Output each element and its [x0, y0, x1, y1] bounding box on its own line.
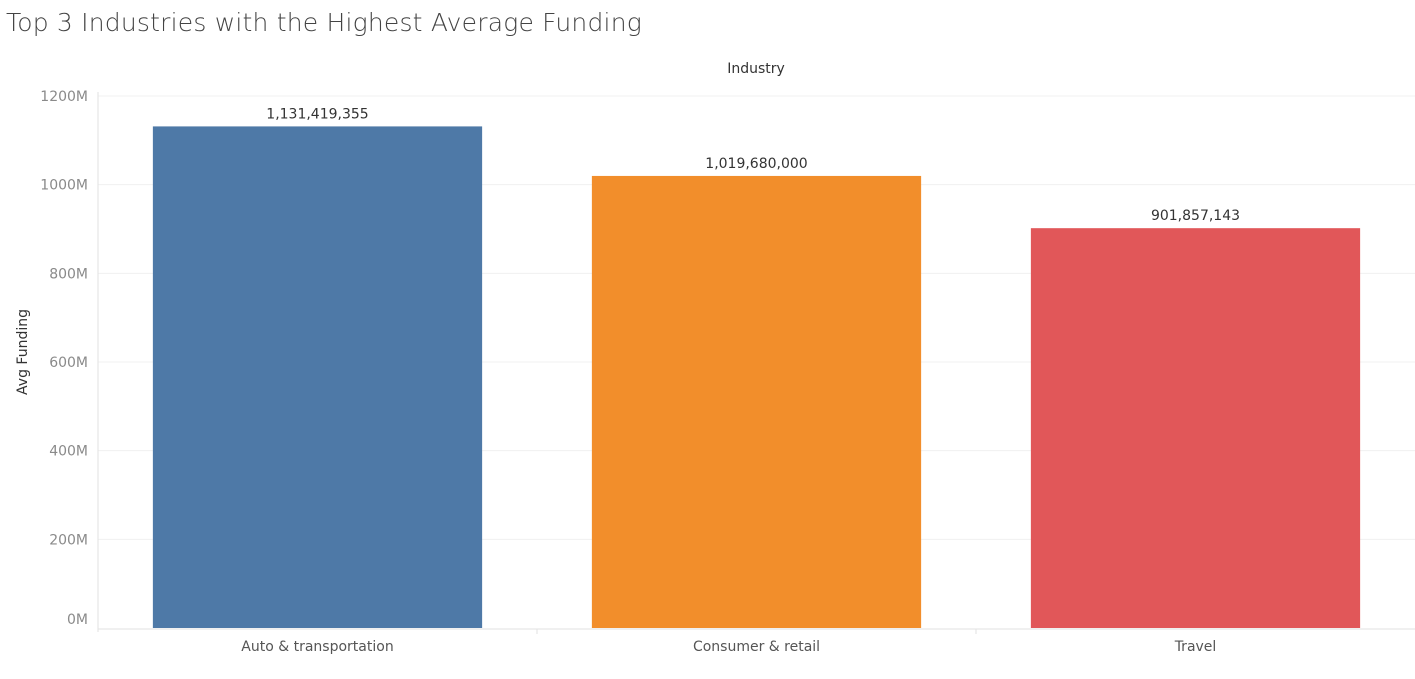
- category-labels: Auto & transportation Consumer & retail Tr…: [241, 639, 1216, 655]
- chart-title: Top 3 Industries with the Highest Averag…: [6, 8, 642, 37]
- y-axis-ticks: 0M 200M 400M 600M 800M 1000M 1200M: [40, 89, 88, 628]
- column-header: Industry: [727, 61, 785, 77]
- bar: [152, 126, 483, 628]
- y-tick-label: 800M: [49, 266, 88, 282]
- y-tick-label: 1000M: [40, 178, 88, 194]
- y-tick-label: 0M: [67, 612, 88, 628]
- y-tick-label: 600M: [49, 355, 88, 371]
- category-label: Auto & transportation: [241, 639, 393, 655]
- y-axis-title: Avg Funding: [15, 309, 31, 395]
- data-label: 1,131,419,355: [266, 106, 368, 122]
- data-label: 1,019,680,000: [705, 156, 807, 172]
- axes: [97, 92, 1415, 634]
- bars: [152, 126, 1361, 628]
- y-tick-label: 1200M: [40, 89, 88, 105]
- data-label: 901,857,143: [1151, 208, 1240, 224]
- bar: [1030, 228, 1361, 628]
- y-tick-label: 400M: [49, 444, 88, 460]
- category-label: Travel: [1174, 639, 1217, 655]
- value-labels: 1,131,419,355 1,019,680,000 901,857,143: [266, 106, 1240, 224]
- y-tick-label: 200M: [49, 532, 88, 548]
- category-label: Consumer & retail: [693, 639, 820, 655]
- bar: [591, 175, 922, 628]
